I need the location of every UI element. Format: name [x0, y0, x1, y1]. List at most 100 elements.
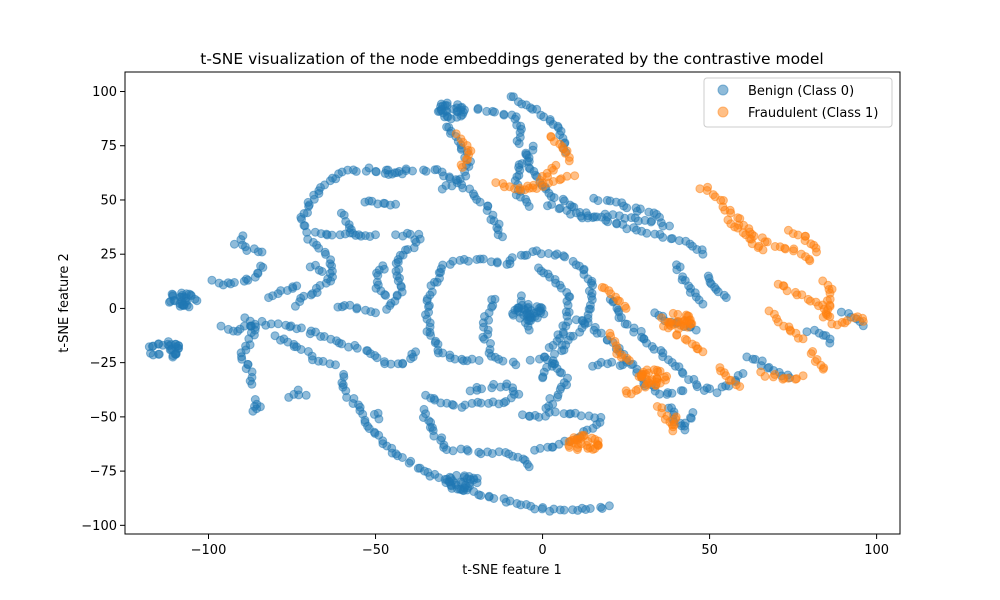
benign-point — [371, 308, 380, 318]
benign-point — [426, 330, 436, 340]
benign-point — [593, 196, 603, 206]
benign-point — [421, 166, 431, 176]
benign-point — [296, 323, 306, 333]
y-tick-label: 75 — [100, 139, 117, 154]
x-tick-label: 50 — [701, 543, 718, 558]
fraudulent-point — [551, 160, 561, 170]
benign-point — [184, 289, 194, 299]
benign-point — [490, 107, 499, 117]
benign-point — [678, 386, 688, 396]
benign-point — [457, 402, 467, 412]
benign-point — [691, 325, 701, 335]
series-0-points — [144, 92, 868, 516]
fraudulent-point — [818, 312, 828, 322]
benign-point — [408, 166, 417, 176]
benign-point — [171, 349, 180, 359]
fraudulent-point — [569, 433, 579, 443]
benign-point — [665, 221, 674, 231]
x-tick-label: −100 — [191, 543, 227, 558]
benign-point — [477, 384, 487, 394]
benign-point — [314, 243, 324, 253]
benign-point — [698, 249, 708, 259]
fraudulent-point — [798, 334, 808, 344]
benign-point — [264, 293, 274, 303]
benign-point — [386, 359, 396, 369]
benign-point — [721, 293, 731, 303]
benign-point — [398, 231, 408, 241]
benign-point — [547, 199, 557, 209]
benign-point — [284, 392, 294, 402]
benign-point — [583, 318, 593, 328]
y-axis: −100 −75 −50 −25 0 25 50 75 100 — [81, 85, 125, 534]
fraudulent-point — [593, 440, 603, 450]
x-tick-label: −50 — [362, 543, 389, 558]
benign-point — [352, 343, 362, 353]
benign-point — [538, 373, 548, 383]
benign-point — [451, 175, 461, 185]
benign-point — [499, 110, 509, 120]
benign-point — [607, 357, 617, 367]
x-axis-label: t-SNE feature 1 — [462, 563, 561, 578]
fraudulent-point — [614, 296, 624, 306]
benign-point — [372, 353, 382, 363]
benign-point — [437, 184, 447, 194]
benign-point — [825, 338, 835, 348]
benign-point — [523, 299, 533, 309]
benign-point — [508, 309, 518, 319]
benign-point — [482, 206, 492, 215]
benign-point — [371, 167, 381, 177]
fraudulent-point — [570, 171, 580, 181]
benign-point — [596, 328, 606, 338]
benign-point — [354, 230, 364, 240]
benign-point — [486, 257, 496, 267]
benign-point — [635, 204, 645, 214]
benign-point — [538, 503, 548, 512]
plot-frame — [124, 71, 901, 535]
y-axis-label: t-SNE feature 2 — [57, 253, 72, 352]
fraudulent-point — [644, 368, 654, 378]
benign-point — [301, 390, 311, 400]
fraudulent-point — [564, 156, 574, 166]
fraudulent-point — [683, 311, 692, 321]
benign-point — [397, 453, 407, 462]
benign-point — [738, 369, 748, 378]
benign-point — [647, 216, 657, 226]
y-tick-label: −25 — [90, 356, 117, 371]
benign-point — [541, 403, 551, 413]
benign-point — [474, 356, 484, 365]
benign-point — [472, 473, 482, 483]
benign-point — [148, 350, 158, 360]
benign-point — [698, 299, 708, 309]
fraudulent-point — [702, 186, 712, 195]
benign-point — [461, 480, 470, 490]
y-tick-label: 50 — [100, 193, 117, 208]
benign-point — [327, 230, 337, 240]
fraudulent-point — [806, 349, 816, 359]
benign-point — [536, 249, 546, 259]
benign-point — [177, 296, 187, 306]
fraudulent-point — [818, 364, 828, 374]
legend-marker-fraudulent — [717, 106, 729, 118]
benign-point — [445, 259, 455, 269]
fraudulent-point — [663, 323, 673, 333]
benign-point — [557, 346, 567, 356]
y-tick-label: 0 — [109, 302, 117, 317]
benign-point — [489, 494, 499, 503]
benign-point — [207, 275, 217, 285]
benign-point — [352, 303, 362, 313]
benign-point — [351, 166, 361, 176]
legend-label-fraudulent: Fraudulent (Class 1) — [748, 106, 878, 121]
fraudulent-point — [698, 347, 708, 357]
fraudulent-point — [797, 290, 807, 300]
benign-point — [525, 355, 535, 365]
benign-point — [148, 341, 158, 351]
benign-point — [411, 347, 421, 357]
benign-point — [273, 319, 283, 329]
benign-point — [553, 392, 562, 402]
benign-point — [498, 232, 507, 242]
benign-point — [229, 239, 239, 249]
fraudulent-point — [798, 371, 808, 381]
benign-point — [472, 255, 482, 264]
